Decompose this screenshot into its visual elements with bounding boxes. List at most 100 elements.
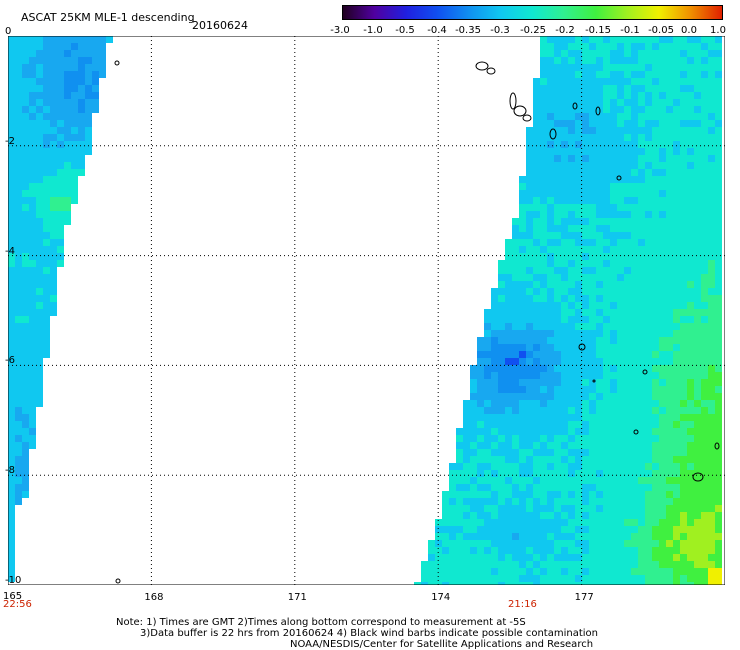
- wind-cell: [15, 386, 22, 393]
- wind-cell: [470, 512, 477, 519]
- wind-cell: [701, 526, 708, 533]
- wind-cell: [638, 323, 645, 330]
- wind-cell: [547, 568, 554, 575]
- wind-cell: [8, 176, 15, 183]
- wind-cell: [708, 575, 715, 582]
- wind-cell: [533, 575, 540, 582]
- wind-cell: [36, 218, 43, 225]
- island-outline: [592, 379, 596, 383]
- wind-cell: [491, 372, 498, 379]
- wind-cell: [491, 344, 498, 351]
- wind-cell: [582, 267, 589, 274]
- wind-cell: [36, 323, 43, 330]
- wind-cell: [36, 50, 43, 57]
- wind-cell: [526, 288, 533, 295]
- wind-cell: [575, 330, 582, 337]
- wind-cell: [687, 134, 694, 141]
- wind-cell: [575, 323, 582, 330]
- wind-cell: [512, 456, 519, 463]
- wind-cell: [645, 463, 652, 470]
- wind-cell: [673, 134, 680, 141]
- wind-cell: [652, 85, 659, 92]
- wind-cell: [596, 127, 603, 134]
- wind-cell: [596, 365, 603, 372]
- wind-cell: [673, 302, 680, 309]
- wind-cell: [575, 134, 582, 141]
- wind-cell: [596, 505, 603, 512]
- wind-cell: [99, 36, 106, 43]
- wind-cell: [582, 365, 589, 372]
- wind-cell: [666, 50, 673, 57]
- wind-cell: [631, 162, 638, 169]
- wind-cell: [498, 526, 505, 533]
- wind-cell: [610, 57, 617, 64]
- wind-cell: [85, 92, 92, 99]
- wind-cell: [561, 421, 568, 428]
- wind-cell: [22, 470, 29, 477]
- wind-cell: [575, 274, 582, 281]
- wind-cell: [449, 498, 456, 505]
- wind-cell: [631, 512, 638, 519]
- wind-cell: [43, 316, 50, 323]
- wind-cell: [50, 106, 57, 113]
- wind-cell: [715, 365, 722, 372]
- wind-cell: [43, 169, 50, 176]
- wind-cell: [449, 463, 456, 470]
- wind-cell: [57, 71, 64, 78]
- wind-cell: [708, 484, 715, 491]
- wind-cell: [680, 267, 687, 274]
- wind-cell: [687, 386, 694, 393]
- wind-cell: [680, 372, 687, 379]
- wind-cell: [29, 400, 36, 407]
- wind-cell: [561, 337, 568, 344]
- wind-cell: [589, 57, 596, 64]
- wind-cell: [624, 379, 631, 386]
- wind-cell: [15, 477, 22, 484]
- wind-cell: [673, 337, 680, 344]
- wind-cell: [463, 477, 470, 484]
- wind-cell: [603, 330, 610, 337]
- wind-cell: [624, 498, 631, 505]
- wind-cell: [610, 568, 617, 575]
- wind-cell: [561, 540, 568, 547]
- wind-cell: [505, 316, 512, 323]
- wind-cell: [624, 337, 631, 344]
- wind-cell: [57, 99, 64, 106]
- wind-cell: [533, 176, 540, 183]
- wind-cell: [43, 239, 50, 246]
- wind-cell: [15, 330, 22, 337]
- wind-cell: [526, 435, 533, 442]
- wind-cell: [610, 344, 617, 351]
- wind-cell: [659, 463, 666, 470]
- wind-cell: [36, 295, 43, 302]
- wind-cell: [8, 225, 15, 232]
- wind-cell: [624, 302, 631, 309]
- wind-cell: [603, 183, 610, 190]
- wind-cell: [29, 316, 36, 323]
- wind-cell: [582, 78, 589, 85]
- wind-cell: [624, 442, 631, 449]
- wind-cell: [554, 435, 561, 442]
- wind-cell: [694, 57, 701, 64]
- wind-cell: [568, 330, 575, 337]
- wind-cell: [659, 428, 666, 435]
- wind-cell: [43, 302, 50, 309]
- wind-cell: [43, 274, 50, 281]
- wind-cell: [708, 197, 715, 204]
- wind-cell: [540, 64, 547, 71]
- wind-cell: [547, 36, 554, 43]
- wind-cell: [533, 456, 540, 463]
- wind-cell: [701, 36, 708, 43]
- wind-cell: [575, 106, 582, 113]
- wind-cell: [680, 134, 687, 141]
- wind-cell: [694, 176, 701, 183]
- wind-cell: [694, 407, 701, 414]
- wind-cell: [638, 400, 645, 407]
- wind-cell: [652, 400, 659, 407]
- wind-cell: [484, 547, 491, 554]
- wind-cell: [715, 71, 722, 78]
- wind-cell: [463, 400, 470, 407]
- wind-cell: [603, 456, 610, 463]
- wind-cell: [554, 575, 561, 582]
- wind-cell: [15, 211, 22, 218]
